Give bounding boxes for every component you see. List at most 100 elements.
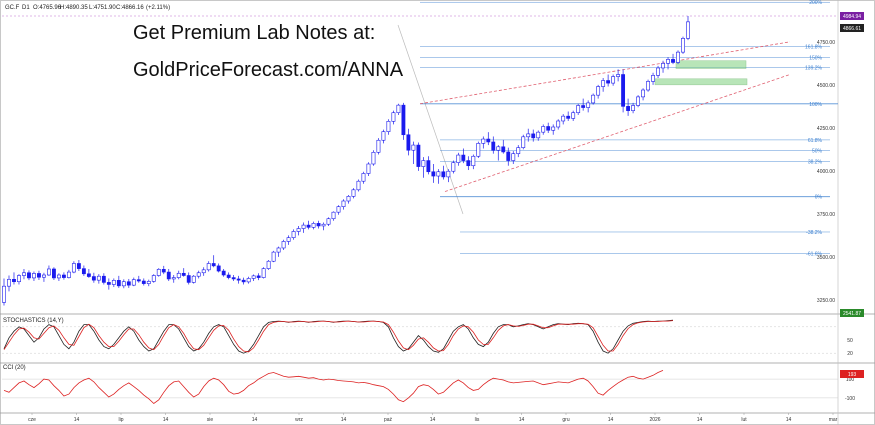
time-axis: cze 14 lip 14 sie 14 wrz 14 paź 14 lis 14 gru 14 2026 1… — [28, 413, 838, 423]
stoch-d-line — [3, 320, 674, 353]
candle-body-47 — [236, 278, 241, 281]
candle-body-94 — [471, 155, 476, 167]
candle-body-70 — [351, 189, 356, 197]
last-price-badge-bg — [840, 24, 864, 32]
candle-body-96 — [481, 138, 486, 144]
candle-body-50 — [251, 275, 256, 279]
candle-body-15 — [76, 263, 81, 269]
stoch-value-badge: 2541.87 — [843, 311, 861, 317]
fib-label-10: -61.6% — [806, 251, 822, 257]
time-tick-3: 14 — [163, 417, 169, 423]
fib-anchor-line — [397, 24, 464, 215]
time-tick-5: 14 — [252, 417, 258, 423]
last-price-badge: 4866.61 — [843, 26, 861, 32]
candle-body-125 — [626, 106, 631, 111]
trend-channel — [419, 41, 791, 192]
candle-body-117 — [586, 102, 591, 108]
candle-body-122 — [611, 76, 616, 84]
fib-label-6: 50% — [812, 149, 823, 155]
candle-body-48 — [241, 279, 246, 283]
candle-body-12 — [61, 274, 66, 278]
candle-body-2 — [12, 279, 16, 283]
candle-body-57 — [286, 237, 291, 242]
time-tick-7: 14 — [341, 417, 347, 423]
candle-body-65 — [326, 218, 331, 225]
candle-body-56 — [281, 241, 286, 249]
candle-body-33 — [166, 271, 171, 280]
candle-body-87 — [436, 171, 441, 177]
time-tick-9: 14 — [430, 417, 436, 423]
candle-body-75 — [376, 139, 381, 153]
candle-body-118 — [591, 94, 596, 104]
candle-body-40 — [201, 269, 206, 274]
candle-body-58 — [291, 231, 296, 238]
price-tick-3: 4000.00 — [817, 169, 835, 175]
cci-label: CCI (20) — [3, 365, 26, 371]
candle-body-109 — [546, 126, 551, 131]
candle-body-119 — [596, 86, 601, 96]
candle-body-26 — [131, 279, 136, 286]
candle-body-81 — [406, 134, 411, 151]
candle-body-6 — [32, 273, 36, 279]
candle-body-17 — [86, 273, 91, 277]
candle-body-134 — [671, 59, 675, 63]
candle-body-102 — [511, 153, 516, 161]
candle-body-11 — [56, 274, 61, 279]
candle-body-91 — [456, 154, 461, 163]
candle-body-64 — [321, 223, 326, 227]
candle-body-126 — [631, 105, 636, 111]
time-tick-10: lis — [475, 417, 480, 423]
candle-body-36 — [181, 272, 186, 276]
candle-body-61 — [306, 224, 311, 228]
candle-body-55 — [276, 247, 281, 253]
fib-label-4: 100% — [809, 102, 822, 108]
candle-body-73 — [366, 163, 371, 174]
candle-body-98 — [491, 141, 496, 151]
candle-body-3 — [17, 275, 21, 283]
high-label: H:4890.35 — [60, 5, 88, 11]
price-tick-0: 3250.00 — [817, 298, 835, 304]
candle-body-46 — [231, 277, 236, 280]
candle-body-60 — [301, 224, 306, 229]
value-badges: 4984.94 4866.61 2541.87 193 — [840, 12, 864, 378]
close-label: C:4866.16 — [116, 5, 144, 11]
time-tick-13: 14 — [608, 417, 614, 423]
time-tick-1: 14 — [74, 417, 80, 423]
candle-body-105 — [526, 133, 531, 138]
candle-body-29 — [146, 281, 151, 284]
candle-body-13 — [66, 271, 71, 278]
candle-body-121 — [606, 80, 611, 84]
time-tick-2: lip — [118, 417, 123, 423]
candle-body-92 — [461, 154, 466, 161]
support-zone-1 — [654, 78, 748, 86]
support-zones — [654, 60, 748, 86]
candle-body-42 — [211, 263, 216, 267]
cci-tick-0: 100 — [846, 377, 855, 383]
change-label: (+2.11%) — [146, 5, 170, 11]
time-tick-11: 14 — [519, 417, 525, 423]
candle-body-129 — [646, 81, 650, 91]
candle-body-59 — [296, 228, 301, 232]
time-tick-6: wrz — [295, 417, 303, 423]
candle-body-68 — [341, 200, 346, 207]
candle-body-112 — [561, 115, 566, 122]
candle-body-124 — [621, 74, 626, 107]
cci-panel: CCI (20) 100 -100 — [2, 365, 855, 405]
candle-body-104 — [521, 136, 526, 148]
price-tick-6: 4750.00 — [817, 40, 835, 46]
candle-body-62 — [311, 223, 316, 228]
candle-body-101 — [506, 151, 511, 161]
candle-body-93 — [466, 160, 471, 167]
candle-body-8 — [42, 274, 46, 278]
candle-body-23 — [116, 280, 121, 287]
price-tick-4: 4250.00 — [817, 126, 835, 132]
fib-label-3: 139.2% — [805, 66, 823, 72]
fib-label-9: -38.2% — [806, 230, 822, 236]
candle-body-53 — [266, 260, 271, 269]
candle-body-90 — [451, 162, 456, 172]
candle-body-100 — [501, 146, 506, 153]
candle-body-25 — [126, 281, 131, 286]
candle-body-130 — [651, 75, 655, 82]
open-label: O:4765.96 — [33, 5, 62, 11]
low-label: L:4751.90 — [89, 5, 116, 11]
